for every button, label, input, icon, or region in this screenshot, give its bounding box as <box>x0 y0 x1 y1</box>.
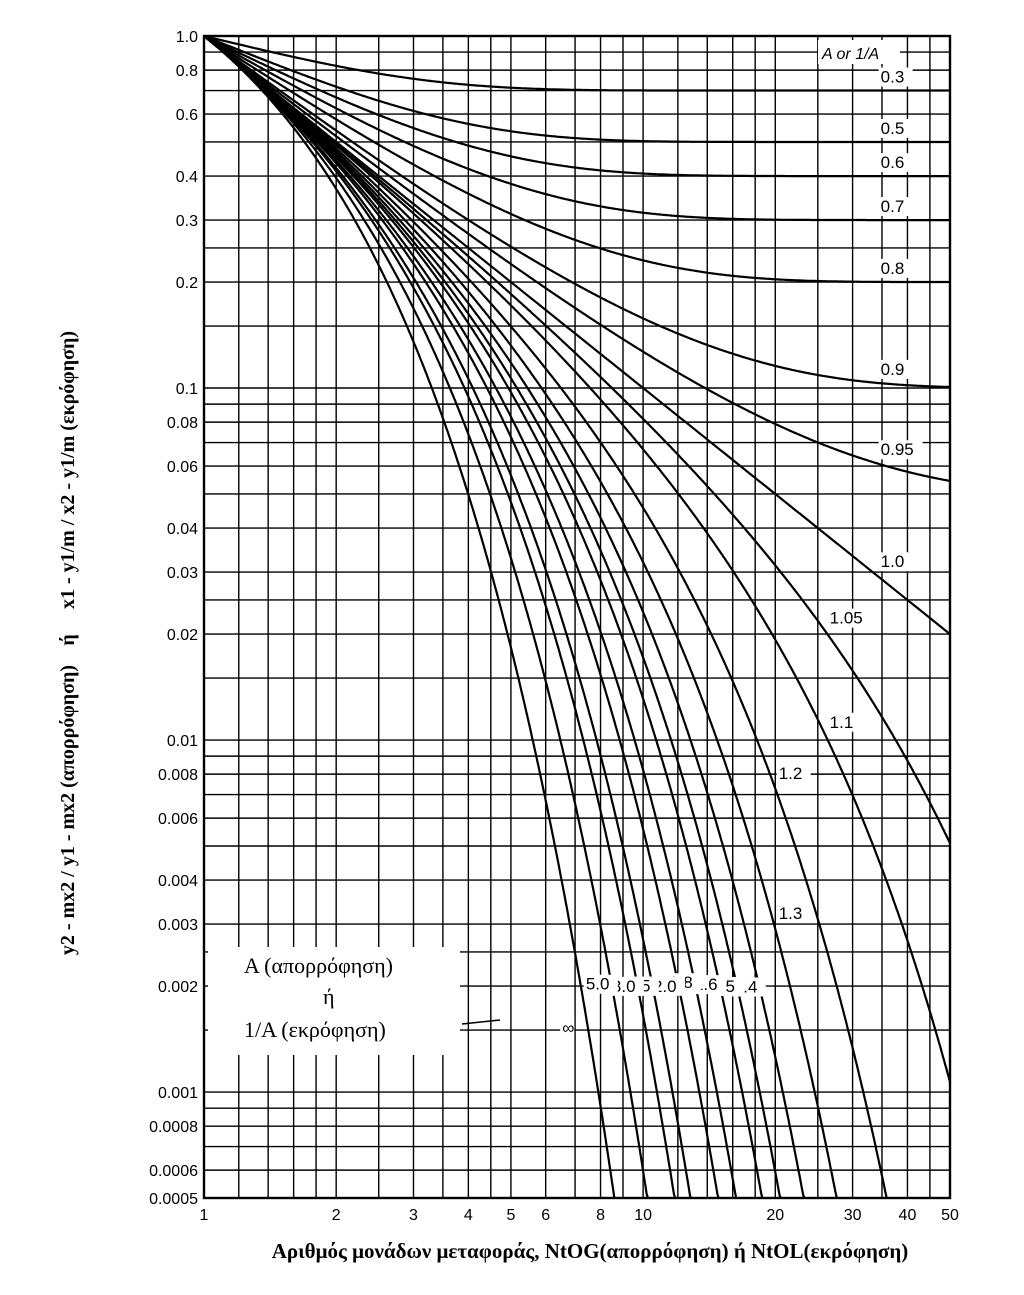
y-tick-label: 0.02 <box>167 627 198 644</box>
y-tick-label: 0.03 <box>167 565 198 582</box>
curve-layer <box>203 35 952 1200</box>
curve-label-bg <box>560 1018 575 1038</box>
frame-layer <box>202 34 952 1200</box>
curve-label-bg <box>776 903 811 923</box>
curve-0.8 <box>203 35 950 284</box>
x-axis-title: Αριθμός μονάδων μεταφοράς, NtOG(απορρόφη… <box>272 1239 909 1263</box>
y-tick-label: 0.01 <box>167 733 198 750</box>
curve-label-bg <box>878 153 913 173</box>
curve-label-bg <box>878 67 913 87</box>
curve-label-bg <box>827 712 862 732</box>
label-layer: 0.30.50.60.70.80.90.951.01.051.11.21.31.… <box>560 67 923 1038</box>
curve-0.5 <box>203 35 950 144</box>
curve-label-bg <box>878 197 913 217</box>
curve-label-1.05: 1.05 <box>830 609 863 628</box>
x-tick-label: 4 <box>464 1207 473 1224</box>
legend-arrow <box>461 1019 501 1025</box>
y-tick-label: 0.0008 <box>149 1119 198 1136</box>
curve-label-1.2: 1.2 <box>779 764 803 783</box>
y-tick-label: 1.0 <box>176 29 198 46</box>
curve-3.0 <box>203 35 677 1199</box>
y-axis-title-stripping: x1 - y1/m / x2 - y1/m (εκρόφηση) <box>57 331 79 609</box>
x-tick-label: 40 <box>899 1207 917 1224</box>
x-tick-label: 50 <box>941 1207 959 1224</box>
curve-∞ <box>203 35 616 1200</box>
curve-label-∞: ∞ <box>562 1018 574 1037</box>
y-tick-label: 0.6 <box>176 107 198 124</box>
y-tick-label: 0.001 <box>158 1085 198 1102</box>
curve-2.0 <box>203 35 720 1199</box>
curve-0.9 <box>203 35 951 389</box>
curve-label-0.8: 0.8 <box>881 259 905 278</box>
curve-label-1.1: 1.1 <box>830 713 854 732</box>
curve-label-bg <box>583 974 618 994</box>
curve-label-bg <box>878 440 923 460</box>
curve-label-bg <box>878 359 913 379</box>
x-tick-label: 6 <box>541 1207 550 1224</box>
curve-1.2 <box>203 35 889 1200</box>
curve-label-0.9: 0.9 <box>881 360 905 379</box>
y-tick-label: 0.008 <box>158 767 198 784</box>
curve-label-1.0: 1.0 <box>881 552 905 571</box>
y-tick-label: 0.08 <box>167 415 198 432</box>
x-tick-label: 3 <box>409 1207 418 1224</box>
legend-box: A (απορρόφηση) ή 1/A (εκρόφηση) <box>208 947 501 1055</box>
curve-label-0.7: 0.7 <box>881 197 905 216</box>
y-tick-label: 0.1 <box>176 381 198 398</box>
y-tick-label: 0.4 <box>176 169 198 186</box>
plot-frame <box>202 34 952 1200</box>
curve-label-bg <box>650 976 685 996</box>
curve-label-2.0: 2.0 <box>653 977 677 996</box>
y-tick-label: 0.006 <box>158 811 198 828</box>
curve-0.95 <box>203 35 951 482</box>
y-tick-label: 0.04 <box>167 521 198 538</box>
curve-label-3.0: 3.0 <box>612 977 636 996</box>
curve-1.0 <box>203 35 951 635</box>
curve-label-0.6: 0.6 <box>881 153 905 172</box>
tick-layer: 1 2 3 4 5 6 8 10 20 30 40 50 1.0 0.8 0.6 0.4 0.3 0.2 0.1 0.… <box>149 29 959 1224</box>
y-tick-label: 0.002 <box>158 979 198 996</box>
y-tick-label: 0.0006 <box>149 1163 198 1180</box>
y-tick-label: 0.0005 <box>149 1191 198 1208</box>
x-tick-label: 10 <box>634 1207 652 1224</box>
curve-label-bg <box>878 118 913 138</box>
curve-label-bg <box>609 976 644 996</box>
curve-1.1 <box>203 35 952 1083</box>
curve-label-0.5: 0.5 <box>881 119 905 138</box>
y-tick-label: 0.003 <box>158 917 198 934</box>
y-axis-title-or: ή <box>57 634 79 645</box>
curve-0.6 <box>203 35 950 178</box>
y-tick-label: 0.2 <box>176 275 198 292</box>
legend-line-3: 1/A (εκρόφηση) <box>244 1017 386 1042</box>
curve-label-bg <box>878 258 913 278</box>
legend-title: A or 1/A <box>821 46 879 63</box>
x-tick-label: 2 <box>332 1207 341 1224</box>
curve-label-0.95: 0.95 <box>881 440 914 459</box>
curve-label-bg <box>878 552 913 572</box>
y-tick-label: 0.06 <box>167 459 198 476</box>
y-tick-label: 0.8 <box>176 63 198 80</box>
legend-line-2: ή <box>323 984 335 1009</box>
curve-label-0.3: 0.3 <box>881 68 905 87</box>
curve-label-1.3: 1.3 <box>779 904 803 923</box>
curve-5.0 <box>203 35 649 1199</box>
y-tick-label: 0.3 <box>176 213 198 230</box>
x-tick-label: 20 <box>766 1207 784 1224</box>
x-tick-label: 30 <box>844 1207 862 1224</box>
curve-0.3 <box>203 35 950 92</box>
curve-label-bg <box>827 608 872 628</box>
x-tick-label: 8 <box>596 1207 605 1224</box>
y-axis-title-absorption: y2 - mx2 / y1 - mx2 (απορρόφηση) <box>57 665 79 955</box>
y-tick-label: 0.004 <box>158 873 198 890</box>
curve-label-5.0: 5.0 <box>586 975 610 994</box>
x-tick-label: 5 <box>506 1207 515 1224</box>
curve-label-bg <box>776 763 811 783</box>
curve-0.7 <box>203 35 950 222</box>
x-tick-label: 1 <box>200 1207 209 1224</box>
legend-line-1: A (απορρόφηση) <box>244 953 393 978</box>
curve-1.05 <box>203 35 951 844</box>
